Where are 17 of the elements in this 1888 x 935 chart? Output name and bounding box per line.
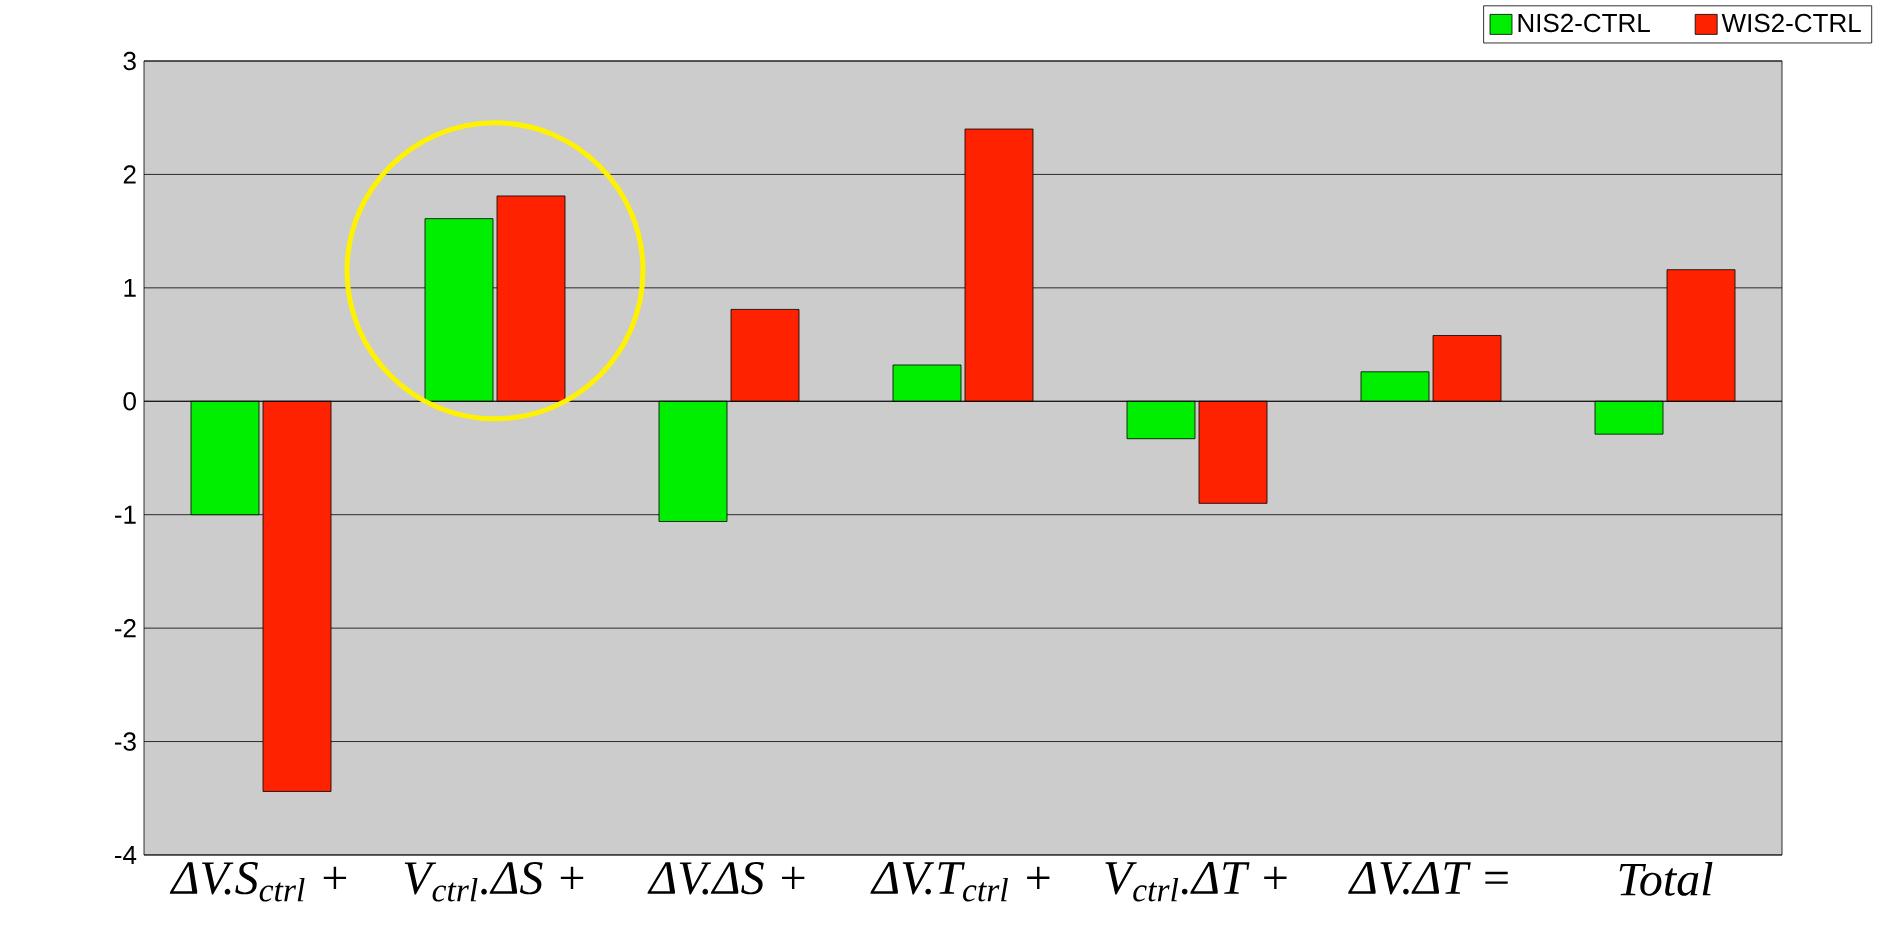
y-tick-label: 2 [123,165,136,184]
y-tick-label: -4 [114,846,137,864]
y-tick-label: 3 [123,51,136,71]
legend-label: NIS2-CTRL [1518,13,1650,33]
y-tick-label: 0 [123,392,136,411]
legend-label: WIS2-CTRL [1721,13,1861,33]
x-tick-label: V$_{ctrl}$.ΔS + [404,862,584,902]
y-tick-label: -2 [114,619,136,638]
x-tick-label: Total [1619,862,1713,896]
x-tick-label: ΔV.S$_{ctrl}$ + [169,862,347,902]
x-tick-label: ΔV.T$_{ctrl}$ + [870,862,1050,902]
y-tick-label: -1 [114,505,136,524]
x-tick-label: ΔV.ΔT = [1348,862,1508,895]
x-tick-label: V$_{ctrl}$.ΔT + [1105,862,1287,902]
y-tick-label: 1 [124,278,136,297]
y-tick-label: -3 [114,732,136,751]
x-tick-label: ΔV.ΔS + [647,862,805,895]
